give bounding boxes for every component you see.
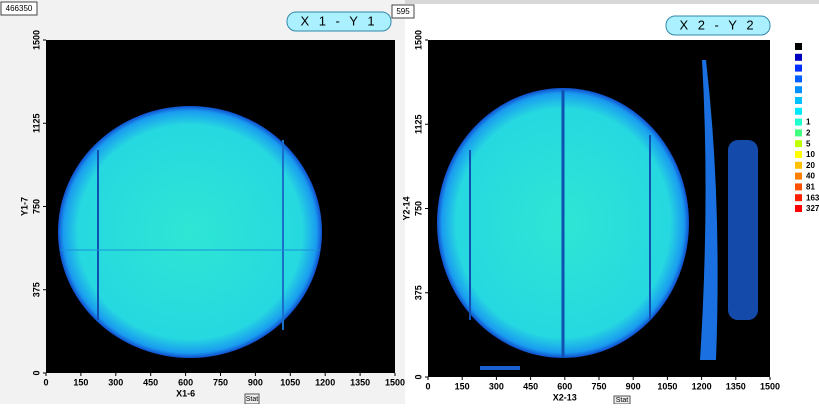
x-tick-label: 1500 (385, 377, 405, 387)
scale-label: 1 (806, 118, 811, 127)
y-tick-label: 1500 (31, 30, 41, 50)
scale-swatch (795, 86, 802, 94)
scale-swatch (795, 64, 802, 72)
y-tick-label: 750 (31, 199, 41, 214)
x-tick-label: 0 (43, 377, 48, 387)
y-axis-label: Y2-14 (401, 196, 411, 220)
scale-swatch (795, 107, 802, 115)
scale-swatch (795, 75, 802, 83)
scale-swatch (795, 161, 802, 169)
counter2: 595 (396, 7, 410, 16)
counter: 466350 (6, 4, 33, 13)
density-blob (58, 106, 322, 358)
scale-swatch (795, 205, 802, 212)
y-tick-label: 1125 (31, 113, 41, 133)
y-tick-label: 375 (31, 282, 41, 297)
scale-swatch (795, 97, 802, 104)
scale-swatch (795, 140, 802, 148)
scale-label: 20 (806, 161, 815, 170)
counter2-box (391, 4, 415, 19)
x-tick-label: 1050 (280, 377, 300, 387)
x-tick-label: 1200 (315, 377, 335, 387)
y-tick-label: 0 (31, 370, 41, 375)
side-band (480, 366, 520, 370)
x-tick-label: 450 (523, 381, 538, 391)
x-tick-label: 600 (178, 377, 193, 387)
side-band (728, 140, 758, 320)
scale-label: 81 (806, 183, 815, 192)
title-pill (665, 15, 771, 36)
scale-swatch (795, 118, 802, 126)
x-tick-label: 300 (108, 377, 123, 387)
x-tick-label: 1350 (726, 381, 746, 391)
scale-label: 10 (806, 150, 815, 159)
x-axis-label: X1-6 (176, 388, 195, 398)
scale-label: 2 (806, 129, 811, 138)
x-tick-label: 450 (143, 377, 158, 387)
y-tick-label: 1125 (413, 114, 423, 134)
title-pill (286, 11, 392, 32)
button-label[interactable]: Stat (246, 396, 259, 403)
chart-title: X 1 - Y 1 (300, 13, 377, 28)
side-band (700, 60, 718, 360)
x-tick-label: 750 (591, 381, 606, 391)
y-tick-label: 1500 (413, 30, 423, 50)
y-axis-label: Y1-7 (19, 197, 29, 216)
x-tick-label: 1500 (760, 381, 780, 391)
scale-swatch (795, 43, 802, 50)
x-tick-label: 150 (455, 381, 470, 391)
x-tick-label: 150 (73, 377, 88, 387)
scale-label: 163 (806, 193, 819, 202)
scale-swatch (795, 53, 802, 61)
x-tick-label: 900 (626, 381, 641, 391)
scale-label: 40 (806, 172, 815, 181)
scale-label: 5 (806, 139, 811, 148)
y-tick-label: 750 (413, 201, 423, 216)
scale-label: 327 (806, 204, 819, 213)
button-label[interactable]: Stat (616, 397, 629, 404)
x-tick-label: 300 (489, 381, 504, 391)
x-axis-label: X2-13 (553, 392, 577, 402)
y-tick-label: 0 (413, 374, 423, 379)
x-tick-label: 600 (557, 381, 572, 391)
scale-swatch (795, 151, 802, 158)
chart-title: X 2 - Y 2 (679, 17, 756, 32)
x-tick-label: 1350 (350, 377, 370, 387)
x-tick-label: 750 (213, 377, 228, 387)
x-tick-label: 900 (248, 377, 263, 387)
y-tick-label: 375 (413, 285, 423, 300)
counter-box (0, 1, 38, 16)
scale-swatch (795, 172, 802, 180)
x-tick-label: 1050 (657, 381, 677, 391)
scale-swatch (795, 183, 802, 191)
x-tick-label: 1200 (692, 381, 712, 391)
window-border (405, 0, 819, 4)
scale-swatch (795, 194, 802, 202)
x-tick-label: 0 (425, 381, 430, 391)
scale-swatch (795, 129, 802, 137)
